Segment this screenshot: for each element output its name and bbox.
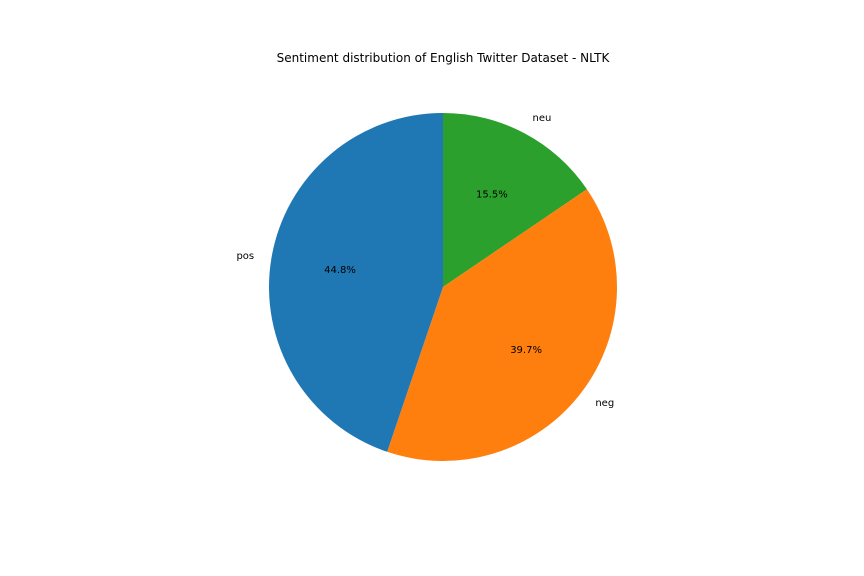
- pie-slice-neu: [443, 113, 587, 287]
- slice-percent-neg: 39.7%: [510, 345, 542, 356]
- slice-label-pos: pos: [236, 251, 254, 262]
- slice-percent-pos: 44.8%: [324, 265, 356, 276]
- pie-slice-neg: [387, 189, 617, 461]
- slice-percent-neu: 15.5%: [476, 190, 508, 201]
- pie-slice-pos: [269, 113, 443, 452]
- chart-title: Sentiment distribution of English Twitte…: [276, 51, 610, 65]
- slice-label-neu: neu: [533, 113, 552, 124]
- slice-label-neg: neg: [595, 398, 614, 409]
